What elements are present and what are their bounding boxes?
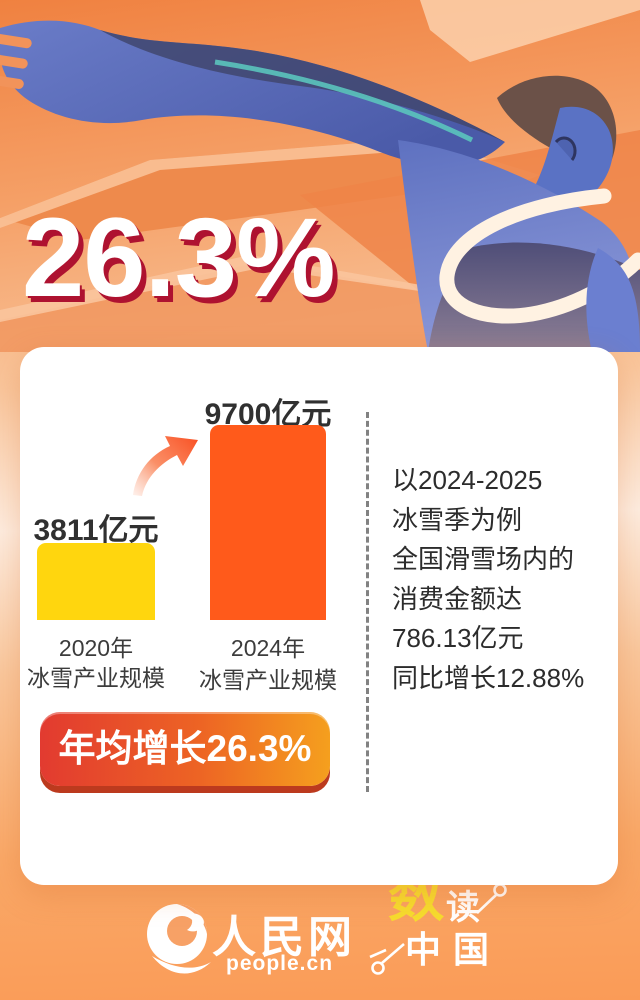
side-note-line: 同比增长12.88% <box>392 662 585 693</box>
side-note: 以2024-2025 冰雪季为例 全国滑雪场内的 消费金额达 786.13亿元 … <box>392 461 616 698</box>
growth-pill-label: 年均增长26.3% <box>58 728 312 769</box>
bar-2024 <box>210 425 326 620</box>
axis-category-2024: 冰雪产业规模 <box>199 667 337 693</box>
data-china-logo-zhongguo: 中国 <box>405 930 502 970</box>
growth-arrow-icon <box>133 436 198 496</box>
skater-arm-right <box>586 248 640 352</box>
skater-arm-left <box>0 20 505 166</box>
skater-vest <box>428 242 640 352</box>
skater-ear <box>554 136 577 161</box>
hero-percentage: 26.3% <box>22 195 336 320</box>
data-china-logo: 数 读 中国 <box>366 868 516 986</box>
axis-year-2020: 2020年 <box>58 635 134 661</box>
side-note-line: 冰雪季为例 <box>392 504 523 535</box>
skater-suit-accent <box>214 59 474 143</box>
people-logo-domain: people.cn <box>226 952 334 975</box>
skater-illustration <box>0 0 640 352</box>
side-note-line: 消费金额达 <box>392 583 523 614</box>
ridge-highlight-lower <box>0 255 620 322</box>
side-note-line: 全国滑雪场内的 <box>392 544 575 574</box>
ridge-highlight <box>0 138 540 228</box>
bar-value-2020: 3811亿元 <box>33 514 159 547</box>
people-logo-icon <box>147 904 211 974</box>
people-logo-wordmark: 人民网 <box>212 913 356 962</box>
skater-scarf <box>439 188 640 324</box>
bar-2020 <box>37 543 155 620</box>
skater-arm-shadow <box>100 30 505 142</box>
light-ribbon-top <box>420 0 640 62</box>
hand-finger-gaps <box>0 33 32 89</box>
data-china-logo-du: 读 <box>446 890 480 927</box>
side-note-line: 以2024-2025 <box>392 465 543 495</box>
axis-year-2024: 2024年 <box>230 635 306 661</box>
stat-card: 9700亿元 3811亿元 2020年 冰雪产业规模 2024年 冰雪产业规模 … <box>20 347 618 885</box>
axis-category-2020: 冰雪产业规模 <box>27 665 165 691</box>
growth-pill: 年均增长26.3% <box>40 712 330 786</box>
dotted-divider <box>366 412 369 792</box>
side-note-line: 786.13亿元 <box>392 623 524 653</box>
